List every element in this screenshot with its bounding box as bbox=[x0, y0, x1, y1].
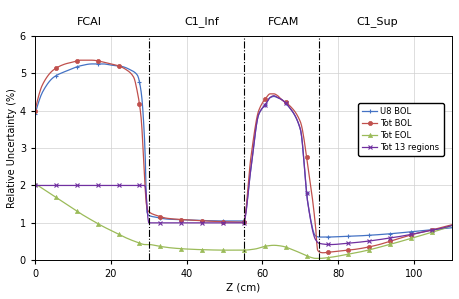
Line: Tot 13 regions: Tot 13 regions bbox=[33, 94, 454, 247]
Line: U8 BOL: U8 BOL bbox=[33, 62, 454, 239]
Text: FCAM: FCAM bbox=[268, 17, 299, 27]
Tot EOL bbox=[230, 248, 236, 252]
Text: C1_Sup: C1_Sup bbox=[356, 16, 398, 27]
Tot BOL bbox=[449, 223, 455, 227]
Text: C1_Inf: C1_Inf bbox=[185, 16, 219, 27]
U8 BOL bbox=[234, 219, 239, 223]
U8 BOL bbox=[281, 100, 287, 103]
Text: FCAI: FCAI bbox=[77, 17, 102, 27]
Tot BOL bbox=[259, 103, 264, 106]
Tot 13 regions bbox=[258, 109, 263, 112]
Tot BOL bbox=[234, 220, 239, 224]
U8 BOL bbox=[259, 107, 264, 111]
Tot 13 regions bbox=[32, 184, 38, 187]
Tot 13 regions bbox=[328, 243, 334, 246]
U8 BOL bbox=[32, 113, 38, 116]
Tot BOL bbox=[441, 225, 447, 229]
Tot 13 regions bbox=[441, 226, 447, 230]
U8 BOL bbox=[317, 235, 323, 239]
Tot BOL bbox=[78, 58, 84, 62]
Tot 13 regions bbox=[271, 94, 277, 97]
Line: Tot BOL: Tot BOL bbox=[33, 58, 454, 255]
Tot EOL bbox=[375, 246, 381, 249]
Tot BOL bbox=[231, 220, 237, 224]
Tot EOL bbox=[449, 224, 455, 227]
U8 BOL bbox=[441, 227, 447, 230]
Tot EOL bbox=[280, 245, 286, 248]
U8 BOL bbox=[90, 62, 95, 66]
Tot EOL bbox=[440, 227, 446, 231]
U8 BOL bbox=[231, 219, 237, 223]
Line: Tot EOL: Tot EOL bbox=[33, 181, 454, 260]
Tot BOL bbox=[376, 243, 381, 246]
Tot 13 regions bbox=[230, 221, 236, 225]
Tot 13 regions bbox=[376, 238, 381, 242]
Tot BOL bbox=[32, 109, 38, 112]
Tot 13 regions bbox=[233, 221, 238, 225]
U8 BOL bbox=[449, 226, 455, 230]
U8 BOL bbox=[376, 233, 381, 237]
Tot EOL bbox=[233, 248, 238, 252]
Tot EOL bbox=[258, 246, 263, 249]
Tot BOL bbox=[281, 100, 287, 103]
Tot BOL bbox=[320, 251, 326, 254]
Tot 13 regions bbox=[281, 100, 287, 103]
Tot EOL bbox=[32, 182, 38, 185]
Legend: U8 BOL, Tot BOL, Tot EOL, Tot 13 regions: U8 BOL, Tot BOL, Tot EOL, Tot 13 regions bbox=[358, 103, 444, 156]
Tot EOL bbox=[313, 257, 319, 260]
Y-axis label: Relative Uncertainty (%): Relative Uncertainty (%) bbox=[7, 88, 17, 208]
X-axis label: Z (cm): Z (cm) bbox=[226, 282, 261, 292]
Tot 13 regions bbox=[449, 224, 455, 227]
